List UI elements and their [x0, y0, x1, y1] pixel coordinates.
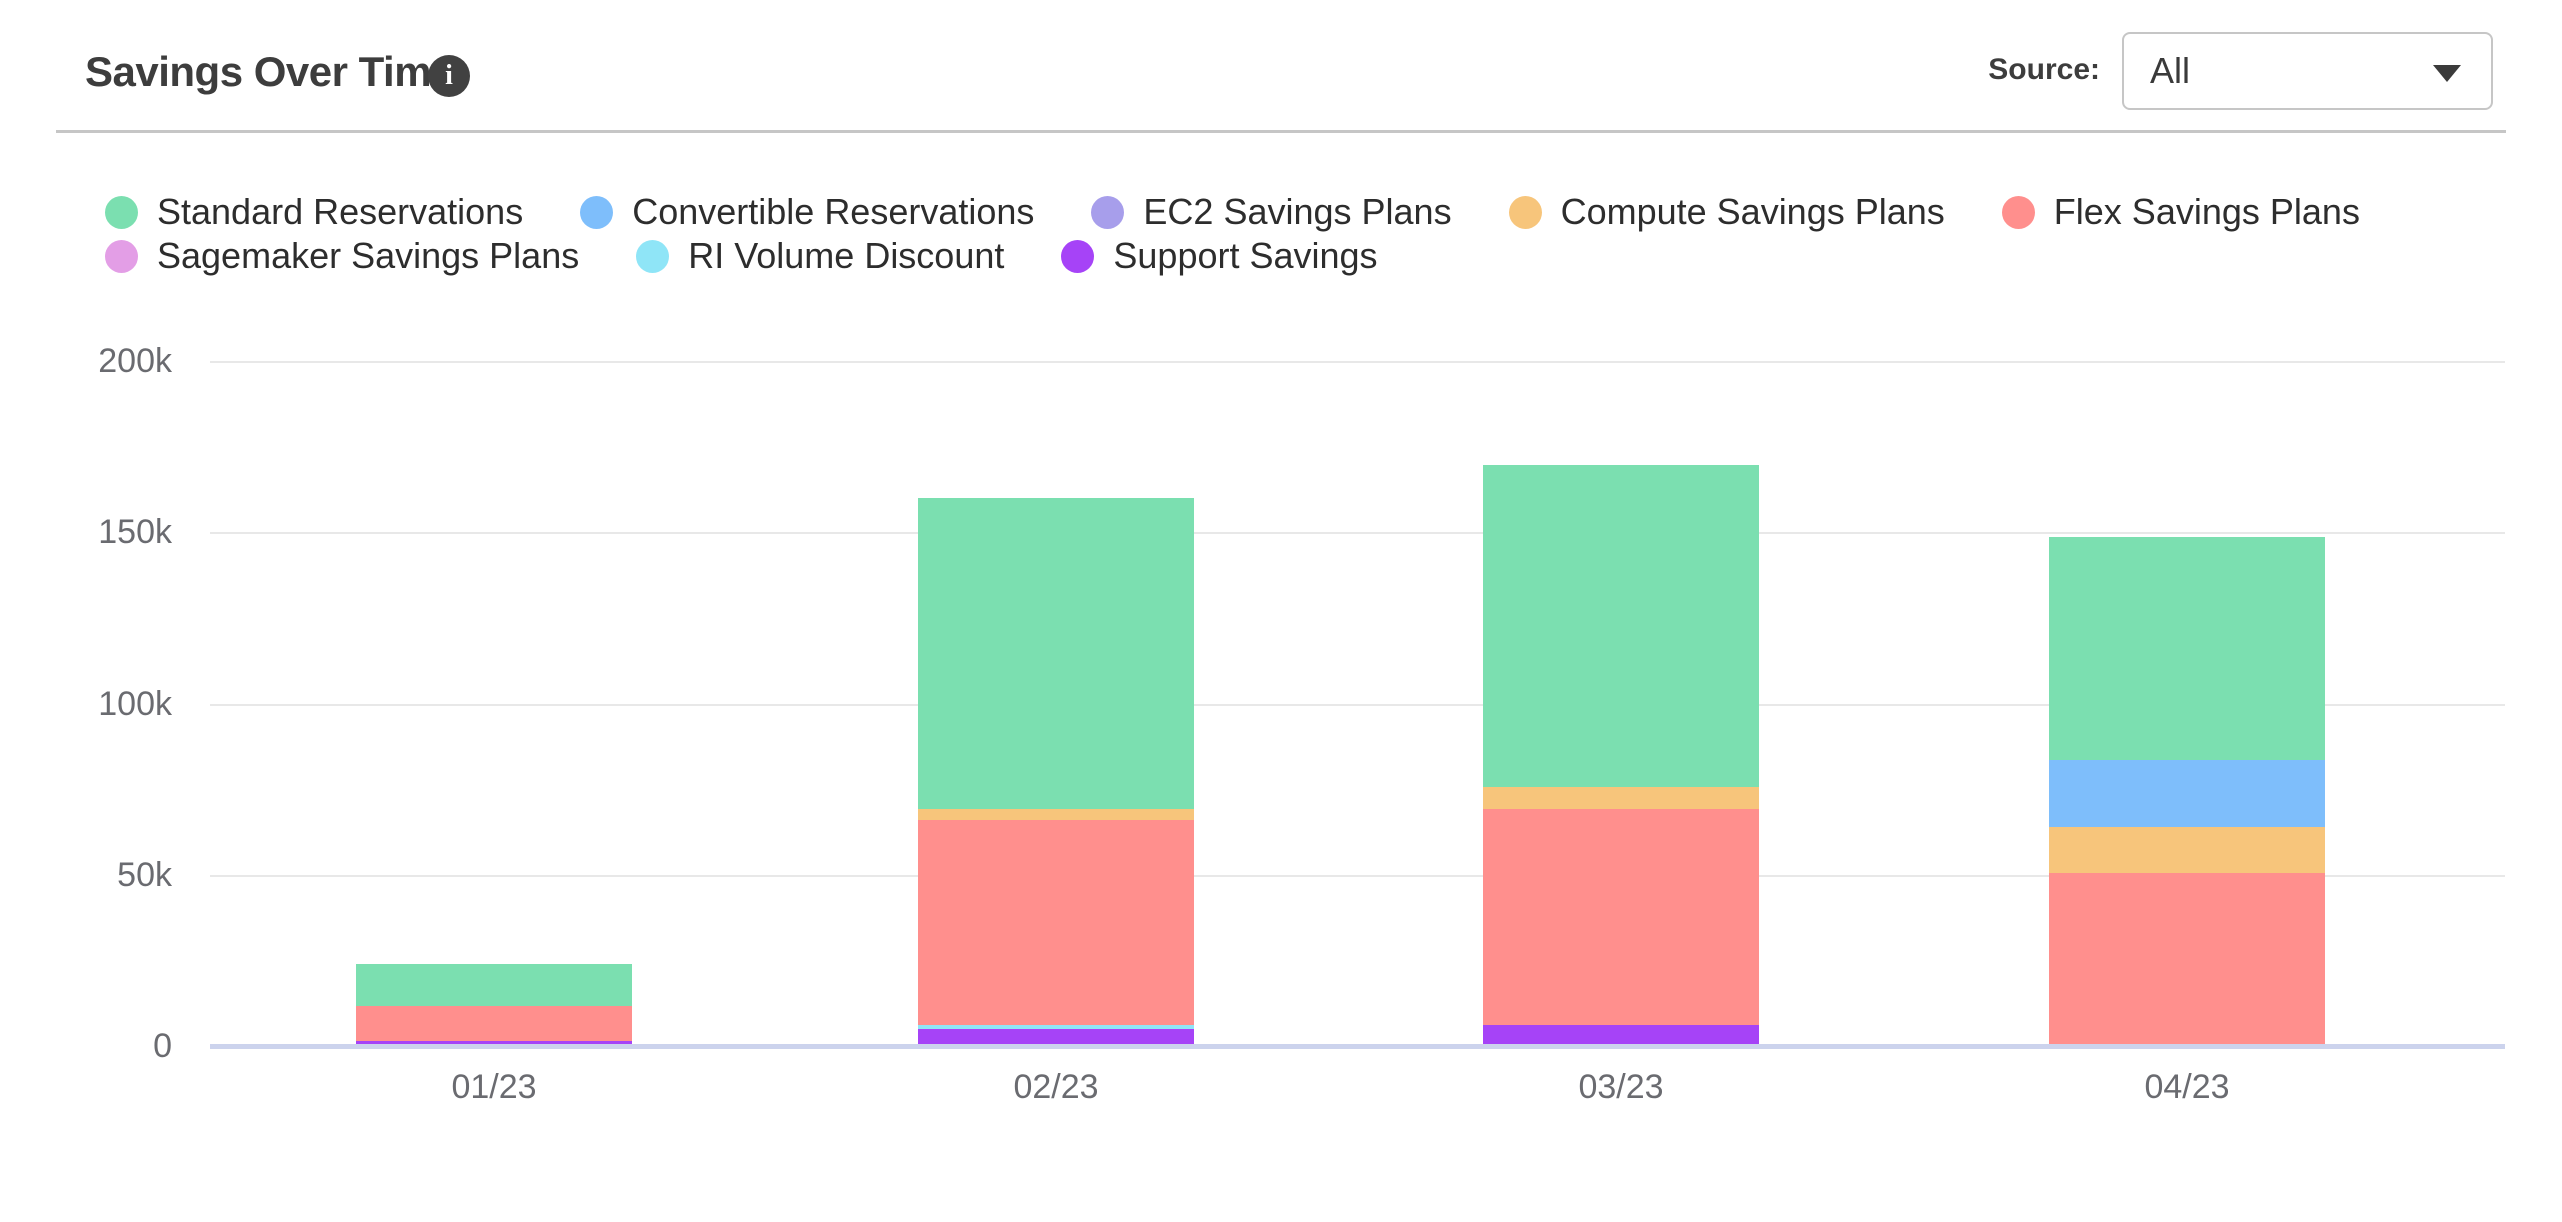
y-tick-label: 150k	[98, 513, 172, 552]
bar-segment-support-savings[interactable]	[918, 1028, 1194, 1044]
y-tick-label: 0	[153, 1027, 172, 1065]
plot-area: 01/23 02/23 03/23 04/23	[210, 361, 2505, 1106]
legend-label: RI Volume Discount	[688, 235, 1005, 276]
legend-item-compute-savings-plans[interactable]: Compute Savings Plans	[1508, 191, 1945, 233]
bar-segment-flex-savings-plans[interactable]	[918, 819, 1194, 1026]
bar-segment-standard-reservations[interactable]	[2049, 537, 2325, 760]
legend-label: Compute Savings Plans	[1560, 191, 1945, 232]
bar-03-23[interactable]	[1483, 465, 1759, 1044]
legend-label: Flex Savings Plans	[2053, 191, 2360, 232]
bar-segment-standard-reservations[interactable]	[918, 497, 1194, 810]
legend-item-ri-volume-discount[interactable]: RI Volume Discount	[636, 235, 1004, 277]
gridline	[210, 703, 2505, 706]
info-icon[interactable]: i	[428, 55, 470, 97]
legend-row: Sagemaker Savings Plans RI Volume Discoun…	[105, 234, 2505, 278]
x-tick-label: 04/23	[2144, 1068, 2230, 1106]
info-icon-glyph: i	[445, 60, 453, 91]
x-tick-label: 01/23	[451, 1068, 537, 1106]
legend-item-support-savings[interactable]: Support Savings	[1061, 235, 1378, 277]
bar-segment-compute-savings-plans[interactable]	[918, 809, 1194, 820]
page-title: Savings Over Time	[85, 48, 454, 95]
bar-segment-flex-savings-plans[interactable]	[2049, 872, 2325, 1044]
bar-segment-compute-savings-plans[interactable]	[2049, 826, 2325, 873]
y-tick-label: 200k	[98, 342, 172, 380]
bar-segment-convertible-reservations[interactable]	[2049, 759, 2325, 827]
bar-02-23[interactable]	[918, 497, 1194, 1044]
bar-segment-standard-reservations[interactable]	[356, 963, 632, 1007]
source-label: Source:	[1988, 53, 2100, 86]
legend-swatch-icon	[2001, 195, 2035, 229]
chart-legend: Standard Reservations Convertible Reserva…	[105, 190, 2505, 278]
legend-label: Support Savings	[1113, 235, 1378, 276]
legend-label: EC2 Savings Plans	[1143, 191, 1452, 232]
bar-segment-support-savings[interactable]	[356, 1040, 632, 1044]
legend-swatch-icon	[105, 239, 138, 273]
legend-swatch-icon	[105, 195, 138, 229]
y-axis-labels: 200k 150k 100k 50k 0	[0, 342, 172, 1065]
legend-swatch-icon	[1091, 195, 1125, 229]
y-tick-label: 50k	[117, 855, 172, 894]
gridline	[210, 532, 2505, 535]
legend-item-ec2-savings-plans[interactable]: EC2 Savings Plans	[1091, 191, 1452, 233]
legend-swatch-icon	[1061, 239, 1095, 273]
legend-label: Standard Reservations	[157, 191, 524, 232]
bar-segment-ri-volume-discount[interactable]	[918, 1025, 1194, 1029]
bar-segment-flex-savings-plans[interactable]	[356, 1006, 632, 1041]
bar-01-23[interactable]	[356, 963, 632, 1044]
bar-04-23[interactable]	[2049, 537, 2325, 1044]
bar-segment-flex-savings-plans[interactable]	[1483, 809, 1759, 1026]
legend-row: Standard Reservations Convertible Reserva…	[105, 190, 2505, 234]
bar-segment-standard-reservations[interactable]	[1483, 465, 1759, 788]
x-axis-line	[210, 1044, 2505, 1049]
y-tick-label: 100k	[98, 684, 172, 723]
header-divider	[56, 130, 2506, 133]
x-tick-label: 03/23	[1578, 1068, 1664, 1106]
source-select[interactable]: All	[2122, 32, 2493, 110]
source-select-value: All	[2150, 50, 2191, 91]
legend-swatch-icon	[636, 239, 670, 273]
gridline	[210, 361, 2505, 363]
x-tick-label: 02/23	[1013, 1068, 1099, 1106]
gridline	[210, 874, 2505, 877]
legend-item-standard-reservations[interactable]: Standard Reservations	[105, 191, 523, 233]
legend-label: Convertible Reservations	[632, 191, 1035, 232]
legend-item-convertible-reservations[interactable]: Convertible Reservations	[580, 191, 1034, 233]
legend-item-flex-savings-plans[interactable]: Flex Savings Plans	[2001, 191, 2360, 233]
bar-segment-compute-savings-plans[interactable]	[1483, 787, 1759, 810]
chevron-down-icon	[2433, 65, 2461, 82]
legend-label: Sagemaker Savings Plans	[157, 235, 580, 276]
legend-swatch-icon	[580, 195, 614, 229]
bar-segment-support-savings[interactable]	[1483, 1025, 1759, 1044]
legend-swatch-icon	[1508, 195, 1542, 229]
legend-item-sagemaker-savings-plans[interactable]: Sagemaker Savings Plans	[105, 235, 579, 277]
